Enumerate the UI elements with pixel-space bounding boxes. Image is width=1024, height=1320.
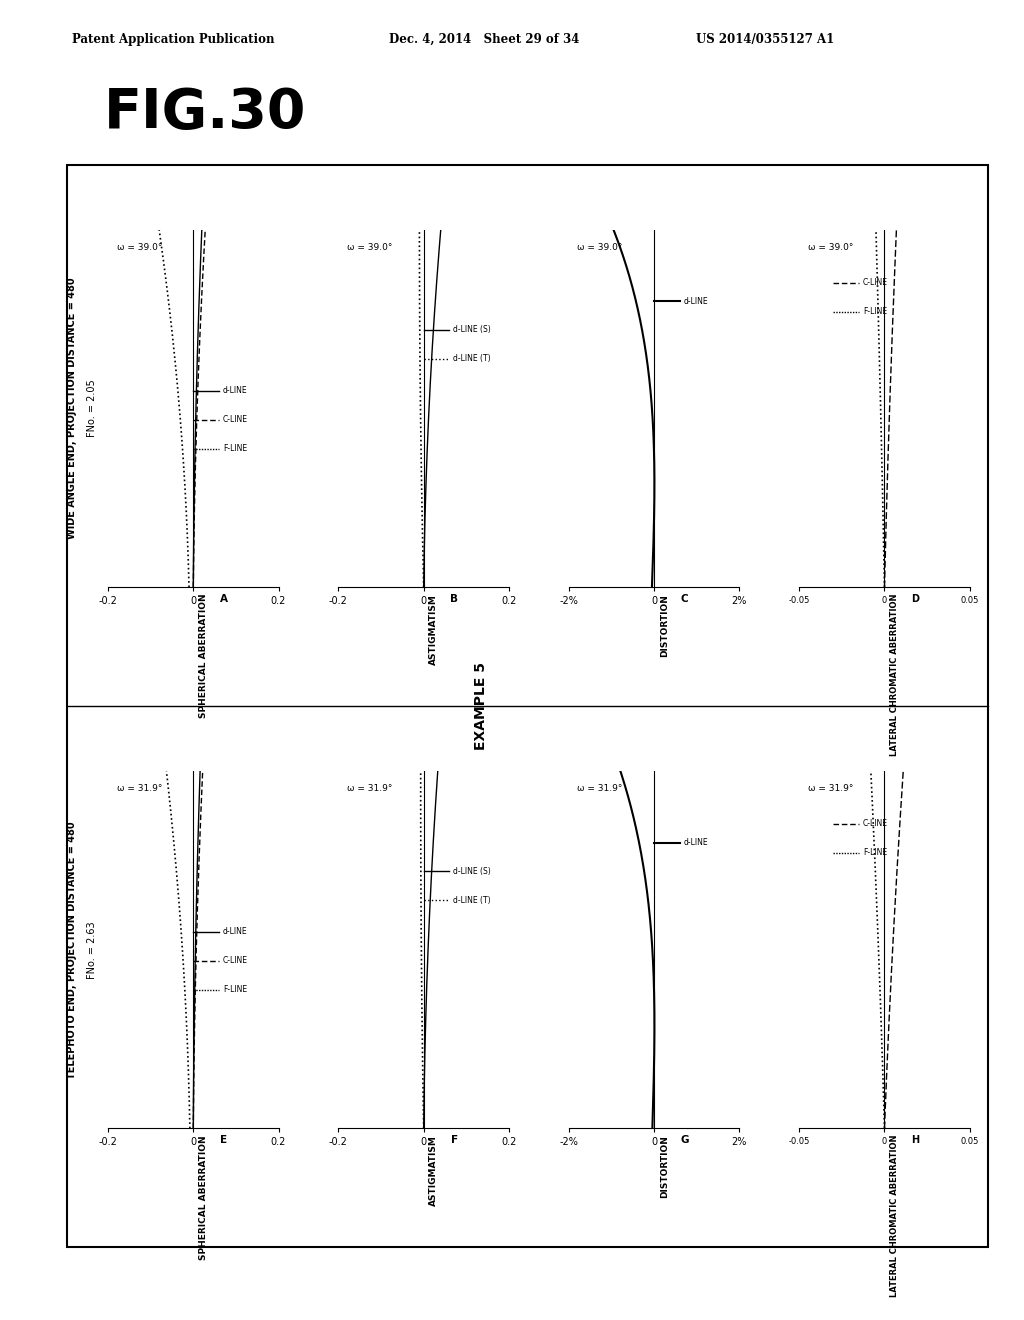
Text: d-LINE (T): d-LINE (T) [454,896,490,904]
Text: D: D [911,594,920,603]
Text: LATERAL CHROMATIC ABERRATION: LATERAL CHROMATIC ABERRATION [890,1135,899,1298]
Text: Patent Application Publication: Patent Application Publication [72,33,274,46]
Text: SPHERICAL ABERRATION: SPHERICAL ABERRATION [199,594,208,718]
Text: FNo. = 2.63: FNo. = 2.63 [87,921,97,978]
Text: TELEPHOTO END, PROJECTION DISTANCE = 480: TELEPHOTO END, PROJECTION DISTANCE = 480 [67,821,77,1078]
Text: DISTORTION: DISTORTION [659,594,669,656]
Text: ω = 31.9°: ω = 31.9° [117,784,162,793]
Text: DISTORTION: DISTORTION [659,1135,669,1197]
Text: FIG.30: FIG.30 [103,86,306,140]
Text: H: H [911,1135,920,1144]
Text: A: A [220,594,228,603]
Text: d-LINE: d-LINE [223,928,248,936]
Text: ω = 31.9°: ω = 31.9° [347,784,392,793]
Text: ω = 31.9°: ω = 31.9° [578,784,623,793]
Text: d-LINE (T): d-LINE (T) [454,355,490,363]
Text: ω = 39.0°: ω = 39.0° [808,243,853,252]
Text: EXAMPLE 5: EXAMPLE 5 [474,663,488,750]
Text: ASTIGMATISM: ASTIGMATISM [429,1135,438,1205]
Text: WIDE ANGLE END, PROJECTION DISTANCE = 480: WIDE ANGLE END, PROJECTION DISTANCE = 48… [67,277,77,540]
Text: SPHERICAL ABERRATION: SPHERICAL ABERRATION [199,1135,208,1259]
Text: ω = 39.0°: ω = 39.0° [578,243,623,252]
Text: US 2014/0355127 A1: US 2014/0355127 A1 [696,33,835,46]
Text: FNo. = 2.05: FNo. = 2.05 [87,380,97,437]
Text: ω = 39.0°: ω = 39.0° [117,243,162,252]
Text: F-LINE: F-LINE [223,986,247,994]
Text: F-LINE: F-LINE [863,308,887,317]
Text: C-LINE: C-LINE [223,957,248,965]
Text: C-LINE: C-LINE [863,820,888,829]
Text: F-LINE: F-LINE [863,849,887,858]
Text: F: F [451,1135,458,1144]
Text: ASTIGMATISM: ASTIGMATISM [429,594,438,664]
Text: d-LINE: d-LINE [684,838,709,847]
Text: ω = 31.9°: ω = 31.9° [808,784,853,793]
Text: C-LINE: C-LINE [223,416,248,424]
Text: G: G [681,1135,689,1144]
Text: C-LINE: C-LINE [863,279,888,288]
Text: Dec. 4, 2014   Sheet 29 of 34: Dec. 4, 2014 Sheet 29 of 34 [389,33,580,46]
Text: C: C [681,594,688,603]
Text: B: B [451,594,459,603]
Text: d-LINE: d-LINE [223,387,248,395]
Text: ω = 39.0°: ω = 39.0° [347,243,392,252]
Text: d-LINE (S): d-LINE (S) [454,326,492,334]
Text: F-LINE: F-LINE [223,445,247,453]
Text: LATERAL CHROMATIC ABERRATION: LATERAL CHROMATIC ABERRATION [890,594,899,756]
Text: d-LINE: d-LINE [684,297,709,306]
Text: E: E [220,1135,227,1144]
Text: d-LINE (S): d-LINE (S) [454,867,492,875]
